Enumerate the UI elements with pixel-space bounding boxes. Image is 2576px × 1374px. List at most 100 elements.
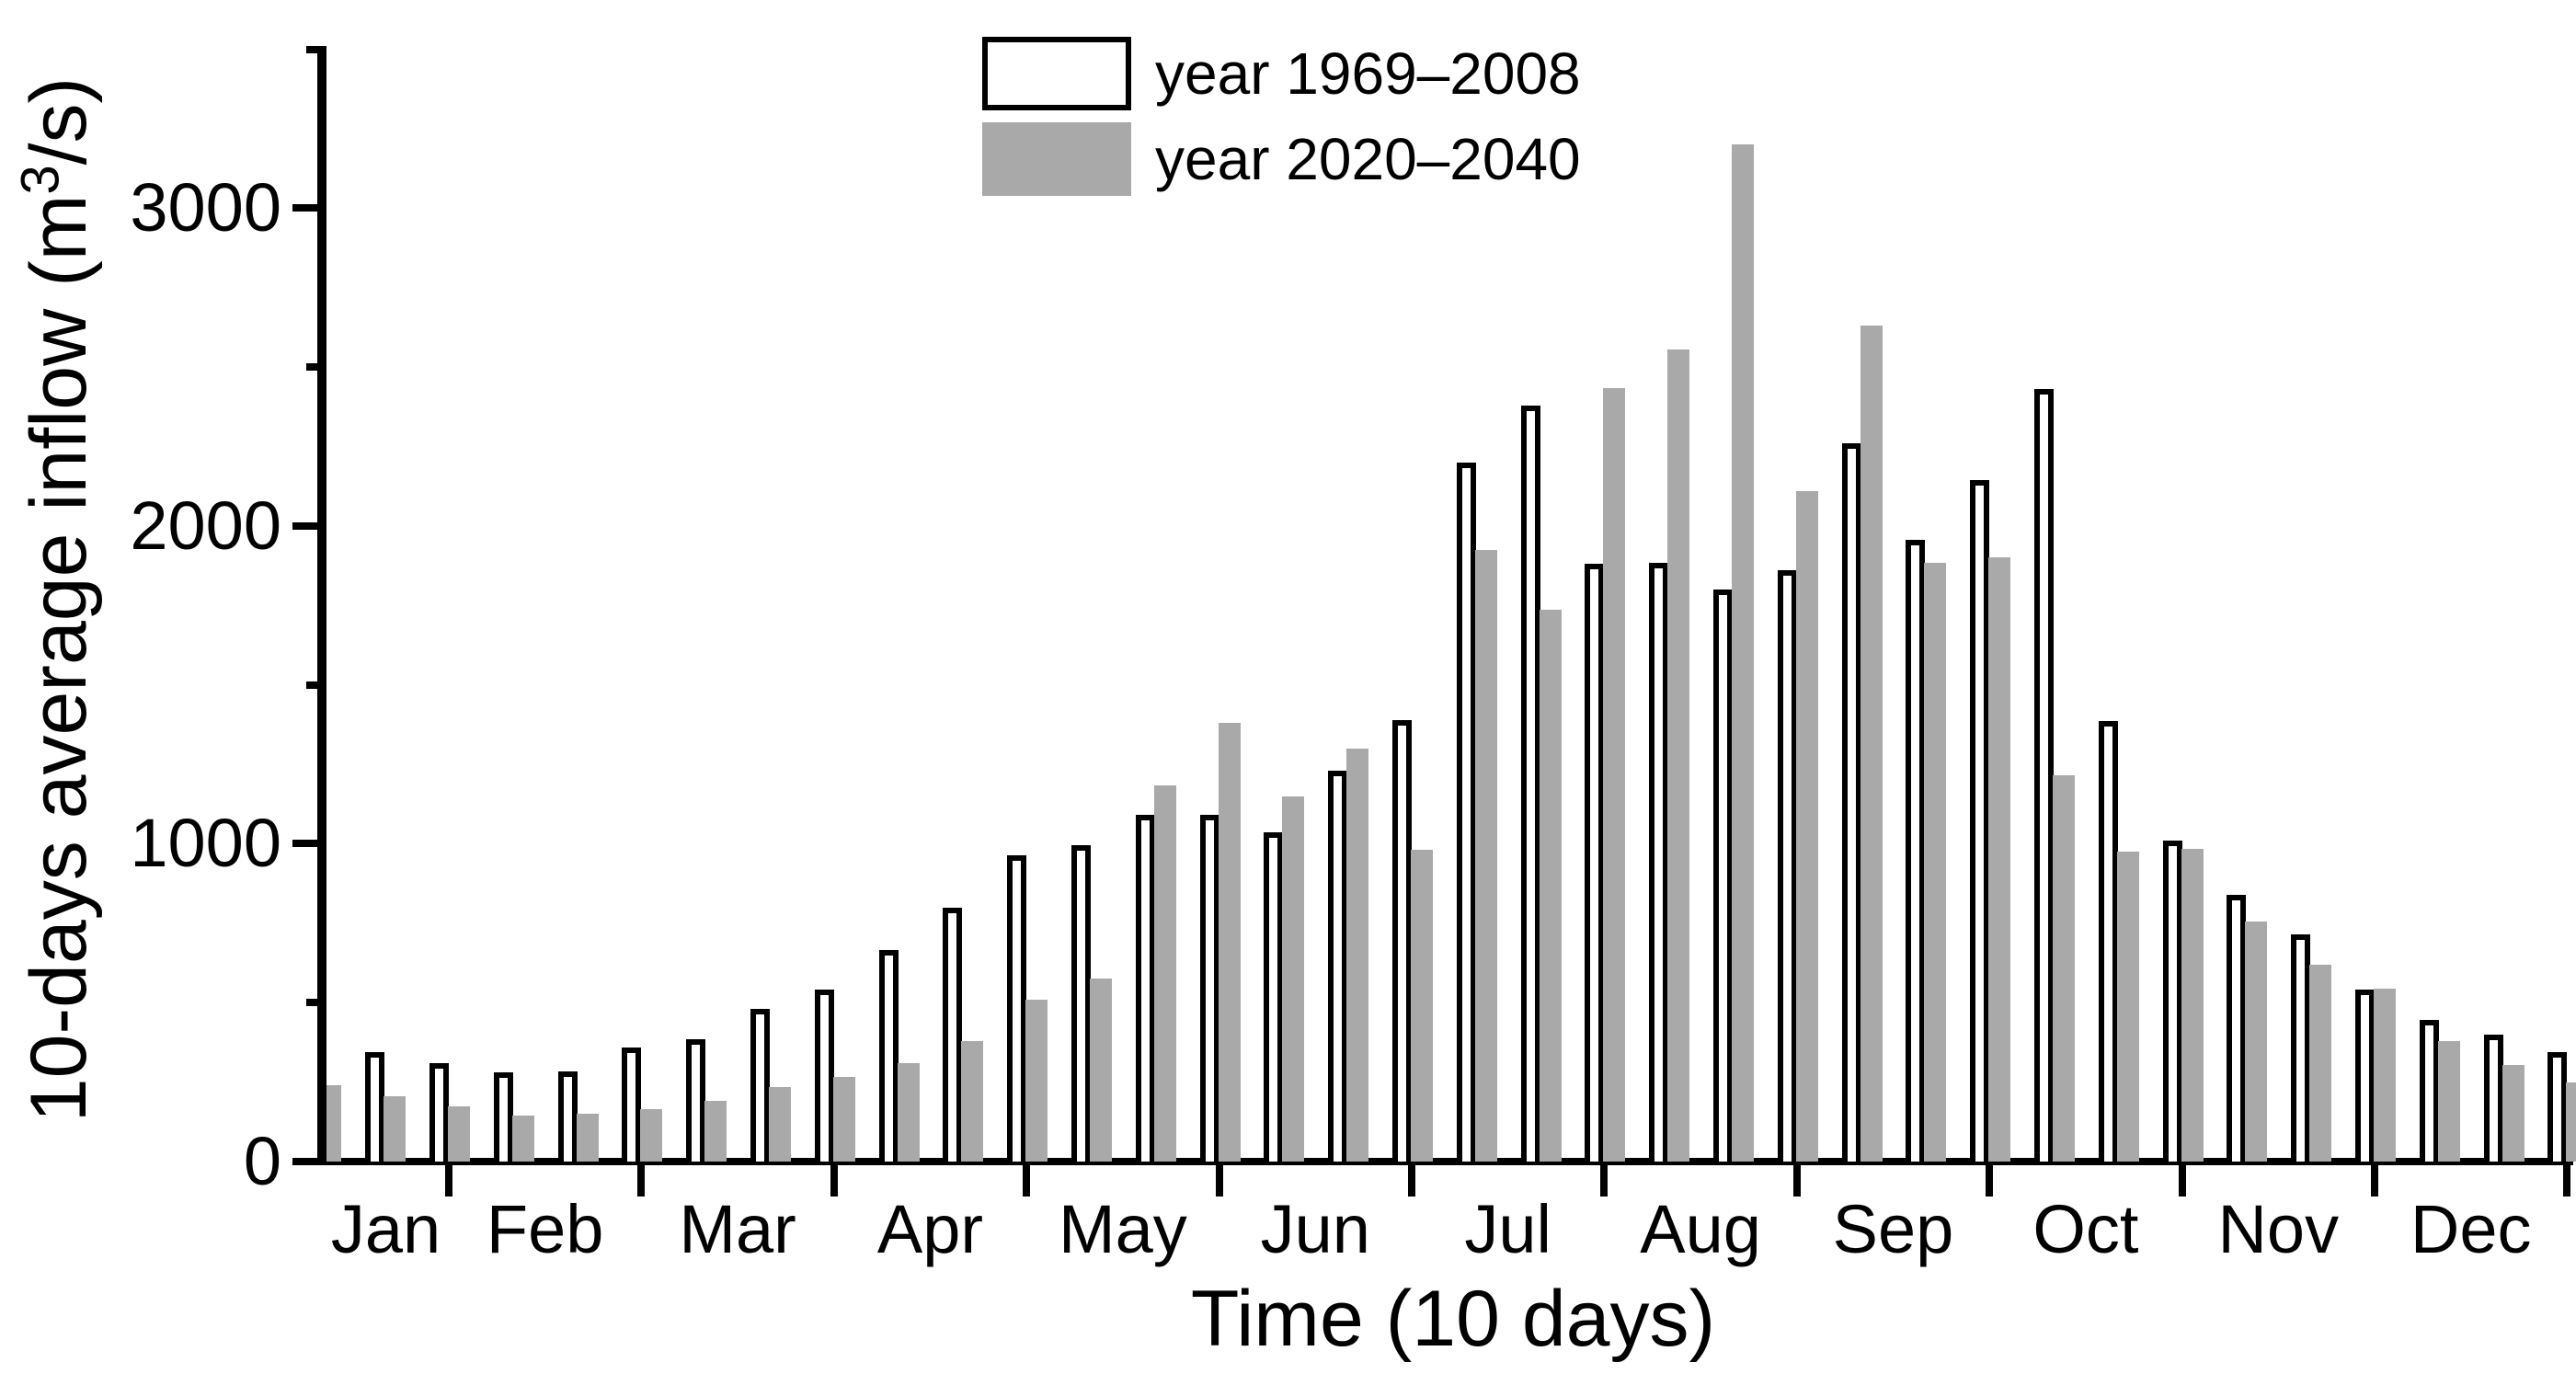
x-month-label: Aug xyxy=(1640,1191,1761,1267)
bar-1969-2008 xyxy=(429,1063,449,1162)
x-month-label: Jun xyxy=(1260,1191,1370,1267)
x-month-tick xyxy=(1023,1165,1031,1197)
bar-2020-2040 xyxy=(2566,1082,2576,1162)
y-major-tick xyxy=(292,204,326,212)
bar-1969-2008 xyxy=(1456,463,1476,1162)
x-month-label: Jan xyxy=(330,1191,441,1267)
bar-1969-2008 xyxy=(1841,443,1861,1162)
x-month-tick xyxy=(445,1165,452,1197)
bar-2020-2040 xyxy=(832,1077,855,1162)
bar-1969-2008 xyxy=(365,1052,385,1162)
bar-2020-2040 xyxy=(640,1109,663,1162)
bar-2020-2040 xyxy=(2437,1041,2460,1162)
x-month-label: May xyxy=(1058,1191,1187,1267)
x-axis-line xyxy=(292,1158,2573,1165)
bar-2020-2040 xyxy=(1732,144,1754,1162)
bar-1969-2008 xyxy=(1392,720,1412,1162)
bar-1969-2008 xyxy=(1199,815,1219,1162)
bar-2020-2040 xyxy=(1218,723,1241,1162)
bar-2020-2040 xyxy=(1346,749,1369,1162)
x-month-tick xyxy=(1600,1165,1609,1197)
x-axis-title: Time (10 days) xyxy=(1190,1275,1716,1363)
x-month-tick xyxy=(2563,1165,2571,1197)
legend-swatch-gray xyxy=(982,122,1131,196)
bar-1969-2008 xyxy=(686,1039,706,1162)
bar-2020-2040 xyxy=(1090,979,1112,1162)
legend-label: year 1969–2008 xyxy=(1155,40,1581,107)
bar-1969-2008 xyxy=(878,950,899,1162)
bar-2020-2040 xyxy=(769,1087,791,1162)
x-month-label: Nov xyxy=(2217,1191,2340,1267)
y-minor-tick xyxy=(306,681,326,689)
bar-1969-2008 xyxy=(814,990,834,1162)
bar-1969-2008 xyxy=(1906,540,1926,1162)
bar-2020-2040 xyxy=(1025,1000,1048,1162)
y-tick-label: 2000 xyxy=(130,487,281,564)
x-month-tick xyxy=(1792,1165,1801,1197)
legend-label: year 2020–2040 xyxy=(1155,126,1581,192)
bar-1969-2008 xyxy=(622,1048,642,1162)
bar-1969-2008 xyxy=(943,908,963,1162)
x-month-label: Oct xyxy=(2032,1191,2139,1267)
bar-2020-2040 xyxy=(704,1101,727,1162)
bar-2020-2040 xyxy=(1282,796,1305,1162)
bar-2020-2040 xyxy=(1411,850,1433,1162)
bar-2020-2040 xyxy=(961,1041,984,1162)
bar-2020-2040 xyxy=(2309,965,2332,1162)
x-month-tick xyxy=(830,1165,838,1197)
bar-2020-2040 xyxy=(1474,550,1497,1162)
bar-2020-2040 xyxy=(1860,326,1883,1162)
x-month-label: Feb xyxy=(486,1191,604,1267)
bar-2020-2040 xyxy=(2502,1065,2524,1162)
y-axis-line xyxy=(317,46,326,1162)
bar-1969-2008 xyxy=(2227,895,2247,1162)
x-month-label: Mar xyxy=(679,1191,796,1267)
bar-2020-2040 xyxy=(1153,785,1176,1162)
bar-1969-2008 xyxy=(1007,855,1027,1162)
bar-1969-2008 xyxy=(2419,1020,2439,1162)
bar-2020-2040 xyxy=(1988,557,2011,1162)
bar-2020-2040 xyxy=(326,1085,342,1162)
bar-1969-2008 xyxy=(557,1071,578,1162)
bar-2020-2040 xyxy=(2374,989,2396,1162)
bar-2020-2040 xyxy=(384,1096,406,1162)
bar-2020-2040 xyxy=(1924,563,1947,1162)
bar-2020-2040 xyxy=(2245,922,2268,1162)
bar-1969-2008 xyxy=(2162,841,2182,1162)
bar-2020-2040 xyxy=(1603,388,1626,1162)
x-month-tick xyxy=(1408,1165,1415,1197)
bar-1969-2008 xyxy=(1520,406,1540,1162)
bar-1969-2008 xyxy=(1777,570,1797,1162)
y-minor-tick xyxy=(306,999,326,1007)
bar-2020-2040 xyxy=(511,1116,534,1162)
bar-2020-2040 xyxy=(2116,852,2139,1162)
y-axis-title-end: /s) xyxy=(15,76,103,166)
y-tick-label: 1000 xyxy=(130,805,281,882)
bar-2020-2040 xyxy=(2181,849,2204,1162)
bar-1969-2008 xyxy=(2291,934,2311,1162)
y-major-tick xyxy=(292,521,326,530)
bar-1969-2008 xyxy=(1649,563,1669,1162)
bar-2020-2040 xyxy=(1539,610,1562,1162)
legend-item-2020-2040: year 2020–2040 xyxy=(982,122,1581,196)
x-month-label: Apr xyxy=(876,1191,984,1267)
y-axis-title-main: 10-days average inflow (m xyxy=(15,194,103,1123)
legend-swatch-white xyxy=(982,37,1131,110)
bar-2020-2040 xyxy=(1667,349,1690,1162)
bar-1969-2008 xyxy=(2098,721,2118,1162)
x-month-label: Sep xyxy=(1832,1191,1954,1267)
y-tick-label: 3000 xyxy=(130,169,281,246)
bar-1969-2008 xyxy=(1713,590,1733,1162)
bar-1969-2008 xyxy=(1970,480,1990,1162)
bar-1969-2008 xyxy=(493,1072,513,1162)
bar-1969-2008 xyxy=(2547,1052,2568,1162)
bar-2020-2040 xyxy=(897,1063,920,1162)
x-month-tick xyxy=(2178,1165,2186,1197)
bar-1969-2008 xyxy=(2034,389,2054,1162)
bar-1969-2008 xyxy=(2483,1035,2503,1162)
x-month-label: Dec xyxy=(2410,1191,2532,1267)
bar-2020-2040 xyxy=(448,1106,470,1162)
bar-1969-2008 xyxy=(1585,564,1605,1162)
bar-1969-2008 xyxy=(1071,845,1091,1162)
legend-item-1969-2008: year 1969–2008 xyxy=(982,37,1581,110)
